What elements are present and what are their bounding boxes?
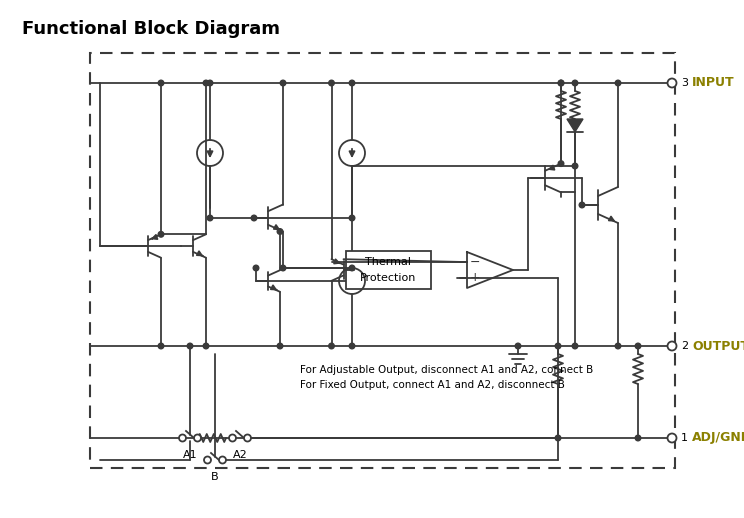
Bar	[90, 53, 675, 468]
Circle shape	[572, 163, 578, 169]
Circle shape	[207, 215, 213, 221]
Circle shape	[667, 434, 676, 442]
Circle shape	[558, 80, 564, 86]
Circle shape	[349, 343, 355, 349]
Text: Functional Block Diagram: Functional Block Diagram	[22, 20, 280, 38]
Polygon shape	[567, 119, 583, 132]
Circle shape	[558, 80, 564, 86]
Circle shape	[349, 80, 355, 86]
Circle shape	[207, 80, 213, 86]
Circle shape	[253, 265, 259, 271]
Circle shape	[251, 215, 257, 221]
Text: OUTPUT: OUTPUT	[692, 339, 744, 353]
Circle shape	[558, 161, 564, 166]
Circle shape	[515, 343, 521, 349]
Circle shape	[219, 456, 226, 464]
Circle shape	[329, 80, 334, 86]
Circle shape	[667, 341, 676, 351]
Circle shape	[349, 215, 355, 221]
Text: 2: 2	[681, 341, 688, 351]
Text: 3: 3	[681, 78, 688, 88]
Circle shape	[635, 343, 641, 349]
Circle shape	[194, 435, 201, 441]
Circle shape	[615, 343, 620, 349]
Circle shape	[579, 202, 585, 208]
Circle shape	[667, 79, 676, 88]
Circle shape	[158, 343, 164, 349]
Text: +: +	[469, 271, 481, 284]
Circle shape	[635, 435, 641, 441]
Circle shape	[555, 343, 561, 349]
Circle shape	[229, 435, 236, 441]
Circle shape	[555, 435, 561, 441]
Circle shape	[615, 80, 620, 86]
Circle shape	[203, 80, 209, 86]
Circle shape	[280, 265, 286, 271]
Circle shape	[329, 343, 334, 349]
Circle shape	[349, 265, 355, 271]
Text: Thermal: Thermal	[365, 257, 411, 267]
Text: −: −	[469, 255, 480, 268]
Text: For Adjustable Output, disconnect A1 and A2, connect B: For Adjustable Output, disconnect A1 and…	[300, 365, 593, 375]
Circle shape	[187, 343, 193, 349]
Circle shape	[204, 456, 211, 464]
Text: INPUT: INPUT	[692, 77, 734, 90]
Circle shape	[280, 80, 286, 86]
Circle shape	[572, 343, 578, 349]
Circle shape	[179, 435, 186, 441]
Circle shape	[158, 80, 164, 86]
Text: For Fixed Output, connect A1 and A2, disconnect B: For Fixed Output, connect A1 and A2, dis…	[300, 380, 565, 390]
Text: A1: A1	[183, 450, 197, 460]
Text: A2: A2	[233, 450, 247, 460]
Circle shape	[158, 232, 164, 237]
Bar	[345, 251, 431, 289]
Circle shape	[203, 343, 209, 349]
Text: Protection: Protection	[360, 273, 416, 283]
Circle shape	[278, 229, 283, 234]
Circle shape	[572, 80, 578, 86]
Text: B: B	[211, 472, 219, 482]
Text: ADJ/GND: ADJ/GND	[692, 431, 744, 444]
Text: 1: 1	[681, 433, 688, 443]
Circle shape	[244, 435, 251, 441]
Circle shape	[278, 343, 283, 349]
